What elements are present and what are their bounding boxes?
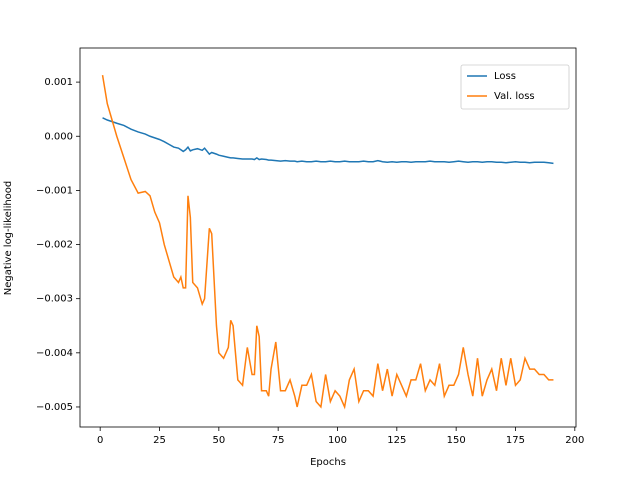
plot-frame bbox=[79, 47, 577, 428]
x-axis-label: Epochs bbox=[310, 457, 346, 468]
x-tick-label: 200 bbox=[565, 435, 584, 446]
x-tick-label: 25 bbox=[153, 435, 166, 446]
y-axis-label: Negative log-likelihood bbox=[3, 181, 14, 296]
data-line bbox=[102, 117, 554, 165]
y-tick-label: −0.003 bbox=[36, 294, 73, 305]
x-tick-label: 175 bbox=[506, 435, 525, 446]
x-tick-label: 100 bbox=[328, 435, 347, 446]
y-tick-label: 0.001 bbox=[44, 77, 73, 88]
legend-box bbox=[460, 64, 570, 110]
legend-label: Val. loss bbox=[494, 91, 535, 102]
legend-label: Loss bbox=[494, 71, 516, 82]
y-tick-label: −0.002 bbox=[36, 240, 73, 251]
x-tick-label: 75 bbox=[272, 435, 285, 446]
x-tick-label: 0 bbox=[97, 435, 103, 446]
x-tick-label: 125 bbox=[387, 435, 406, 446]
y-tick-label: −0.004 bbox=[36, 348, 73, 359]
data-line bbox=[101, 74, 554, 410]
y-tick-label: 0.000 bbox=[44, 131, 73, 142]
y-tick-label: −0.005 bbox=[36, 402, 73, 413]
x-tick-label: 50 bbox=[212, 435, 225, 446]
x-tick-label: 150 bbox=[447, 435, 466, 446]
y-tick-label: −0.001 bbox=[36, 185, 73, 196]
